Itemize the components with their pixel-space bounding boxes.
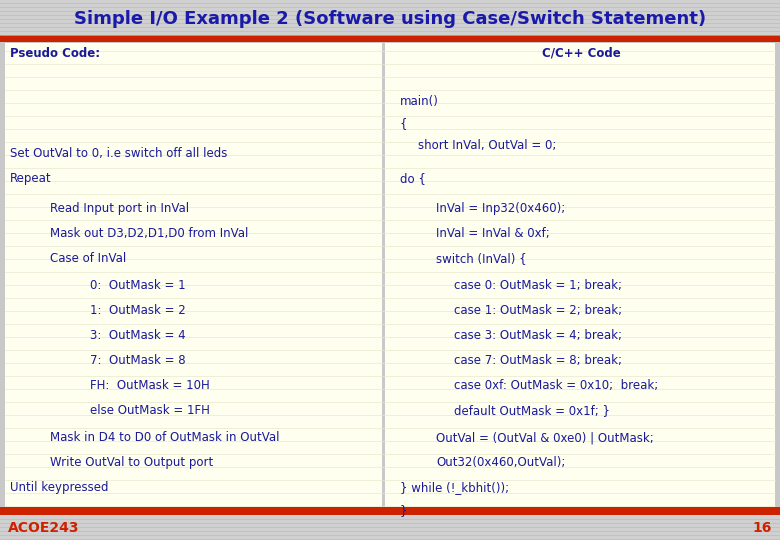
Text: case 7: OutMask = 8; break;: case 7: OutMask = 8; break; xyxy=(454,354,622,367)
Text: 3:  OutMask = 4: 3: OutMask = 4 xyxy=(90,329,186,342)
Text: 0:  OutMask = 1: 0: OutMask = 1 xyxy=(90,279,186,292)
Text: 1:  OutMask = 2: 1: OutMask = 2 xyxy=(90,304,186,317)
Text: 7:  OutMask = 8: 7: OutMask = 8 xyxy=(90,354,186,367)
Text: do {: do { xyxy=(400,172,426,185)
Text: OutVal = (OutVal & 0xe0) | OutMask;: OutVal = (OutVal & 0xe0) | OutMask; xyxy=(436,431,654,444)
Text: Read Input port in InVal: Read Input port in InVal xyxy=(50,202,189,215)
Bar xyxy=(0,35,780,42)
Text: case 3: OutMask = 4; break;: case 3: OutMask = 4; break; xyxy=(454,329,622,342)
Text: Mask out D3,D2,D1,D0 from InVal: Mask out D3,D2,D1,D0 from InVal xyxy=(50,227,248,240)
Bar xyxy=(382,43,385,507)
Text: Simple I/O Example 2 (Software using Case/Switch Statement): Simple I/O Example 2 (Software using Cas… xyxy=(74,10,706,28)
Text: C/C++ Code: C/C++ Code xyxy=(541,47,620,60)
Text: switch (InVal) {: switch (InVal) { xyxy=(436,252,526,265)
Text: main(): main() xyxy=(400,95,439,108)
Text: case 0: OutMask = 1; break;: case 0: OutMask = 1; break; xyxy=(454,279,622,292)
Text: case 1: OutMask = 2; break;: case 1: OutMask = 2; break; xyxy=(454,304,622,317)
Text: Pseudo Code:: Pseudo Code: xyxy=(10,47,100,60)
Bar xyxy=(0,515,780,540)
Bar xyxy=(0,507,780,515)
Text: else OutMask = 1FH: else OutMask = 1FH xyxy=(90,404,210,417)
Text: } while (!_kbhit());: } while (!_kbhit()); xyxy=(400,481,509,494)
Text: short InVal, OutVal = 0;: short InVal, OutVal = 0; xyxy=(418,139,556,152)
Text: Case of InVal: Case of InVal xyxy=(50,252,126,265)
Text: Set OutVal to 0, i.e switch off all leds: Set OutVal to 0, i.e switch off all leds xyxy=(10,147,228,160)
Text: 16: 16 xyxy=(753,521,772,535)
Text: }: } xyxy=(400,504,407,517)
Text: ACOE243: ACOE243 xyxy=(8,521,80,535)
Bar xyxy=(0,0,780,36)
Text: Repeat: Repeat xyxy=(10,172,51,185)
Text: Write OutVal to Output port: Write OutVal to Output port xyxy=(50,456,213,469)
Text: case 0xf: OutMask = 0x10;  break;: case 0xf: OutMask = 0x10; break; xyxy=(454,379,658,392)
Text: Out32(0x460,OutVal);: Out32(0x460,OutVal); xyxy=(436,456,566,469)
Text: Mask in D4 to D0 of OutMask in OutVal: Mask in D4 to D0 of OutMask in OutVal xyxy=(50,431,279,444)
Bar xyxy=(5,43,775,507)
Text: {: { xyxy=(400,117,407,130)
Text: FH:  OutMask = 10H: FH: OutMask = 10H xyxy=(90,379,210,392)
Text: InVal = Inp32(0x460);: InVal = Inp32(0x460); xyxy=(436,202,566,215)
Text: default OutMask = 0x1f; }: default OutMask = 0x1f; } xyxy=(454,404,610,417)
Text: InVal = InVal & 0xf;: InVal = InVal & 0xf; xyxy=(436,227,550,240)
Text: Until keypressed: Until keypressed xyxy=(10,481,108,494)
